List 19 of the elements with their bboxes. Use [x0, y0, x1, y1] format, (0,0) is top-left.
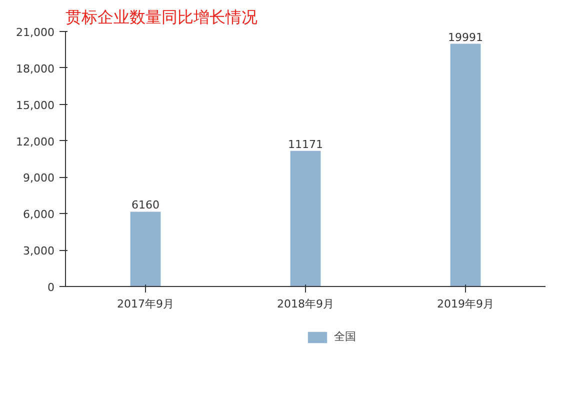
data-label: 11171 [288, 138, 324, 151]
bar [290, 150, 321, 286]
y-tick-label: 3,000 [23, 244, 55, 258]
data-label: 19991 [448, 30, 484, 44]
y-tick-label: 6,000 [23, 208, 55, 222]
legend-label: 全国 [334, 329, 356, 344]
y-tick-label: 15,000 [16, 98, 55, 112]
x-tick-label: 2017年9月 [117, 298, 174, 310]
y-tick-label: 9,000 [23, 172, 55, 185]
y-tick-label: 12,000 [16, 135, 55, 148]
y-tick-label: 18,000 [16, 62, 55, 76]
y-tick-label: 0 [48, 281, 54, 294]
chart-title: 贯标企业数量同比增长情况 [66, 8, 258, 26]
y-tick-label: 21,000 [16, 26, 55, 39]
bar [450, 44, 481, 286]
x-tick-label: 2019年9月 [437, 298, 494, 310]
bar [130, 212, 161, 286]
data-label: 6160 [132, 198, 160, 212]
x-tick-label: 2018年9月 [277, 298, 334, 310]
